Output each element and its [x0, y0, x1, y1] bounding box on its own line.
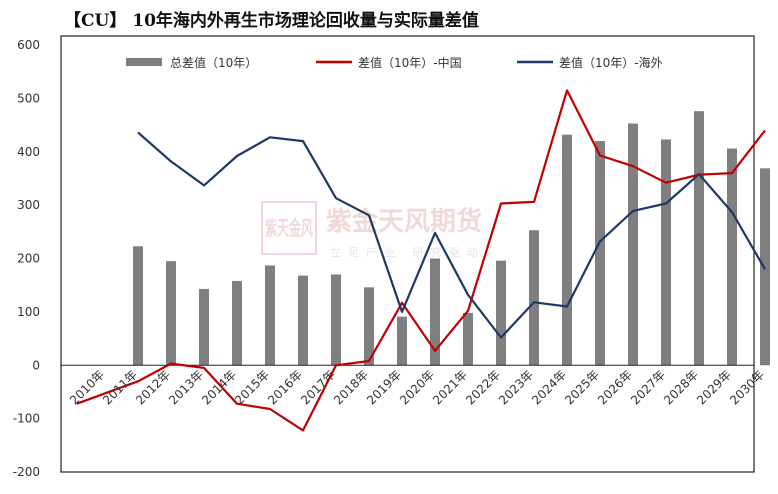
watermark-slogan: 立足产业 研究驱动 — [330, 245, 485, 259]
x-tick-label: 2015年 — [232, 367, 272, 407]
x-tick-label: 2029年 — [694, 367, 734, 407]
y-axis: -200 -100 0 100 200 300 400 500 600 — [13, 38, 40, 479]
y-tick-label: 300 — [17, 198, 40, 212]
y-tick-label: 200 — [17, 252, 40, 266]
bar-total — [166, 261, 176, 366]
bar-total — [331, 274, 341, 366]
bar-total — [727, 148, 737, 366]
bar-total — [694, 111, 704, 366]
x-tick-label: 2027年 — [628, 367, 668, 407]
bar-series-total — [133, 111, 770, 366]
x-tick-label: 2018年 — [331, 367, 371, 407]
bar-total — [628, 123, 638, 366]
legend-label-total: 总差值（10年） — [170, 55, 257, 70]
line-overseas — [137, 131, 766, 339]
chart-title: 【CU】 10年海内外再生市场理论回收量与实际量差值 — [64, 11, 479, 31]
bar-total — [298, 275, 308, 366]
bar-total — [232, 280, 242, 366]
x-tick-label: 2030年 — [727, 367, 767, 407]
line-china — [76, 89, 766, 432]
x-tick-label: 2010年 — [67, 367, 107, 407]
y-tick-label: 400 — [17, 145, 40, 159]
legend-label-china: 差值（10年）-中国 — [358, 55, 462, 70]
legend-swatch-total — [126, 58, 162, 66]
x-tick-label: 2022年 — [463, 367, 503, 407]
x-tick-label: 2025年 — [562, 367, 602, 407]
x-tick-label: 2024年 — [529, 367, 569, 407]
x-tick-label: 2020年 — [397, 367, 437, 407]
x-tick-label: 2011年 — [100, 367, 140, 407]
y-tick-label: -200 — [13, 465, 40, 479]
x-tick-label: 2013年 — [166, 367, 206, 407]
legend-label-overseas: 差值（10年）-海外 — [559, 55, 663, 70]
bar-total — [562, 134, 572, 366]
bar-total — [199, 288, 209, 366]
x-axis: 2010年2011年2012年2013年2014年2015年2016年2017年… — [67, 367, 767, 407]
y-tick-label: -100 — [13, 412, 40, 426]
bar-total — [364, 287, 374, 366]
line-series — [76, 89, 766, 432]
x-tick-label: 2026年 — [595, 367, 635, 407]
watermark-name: 紫金天风期货 — [326, 206, 482, 237]
x-tick-label: 2028年 — [661, 367, 701, 407]
x-tick-label: 2021年 — [430, 367, 470, 407]
watermark: 紫天金风 紫金天风期货 立足产业 研究驱动 — [261, 201, 485, 259]
bar-total — [133, 246, 143, 366]
bar-total — [463, 312, 473, 366]
y-tick-label: 600 — [17, 38, 40, 52]
plot-frame — [60, 35, 755, 473]
x-tick-label: 2014年 — [199, 367, 239, 407]
y-tick-label: 0 — [32, 358, 40, 372]
x-tick-label: 2016年 — [265, 367, 305, 407]
x-tick-label: 2019年 — [364, 367, 404, 407]
bar-total — [430, 258, 440, 366]
bar-total — [595, 141, 605, 366]
legend: 总差值（10年） 差值（10年）-中国 差值（10年）-海外 — [126, 55, 663, 70]
bar-total — [661, 139, 671, 366]
bar-total — [496, 260, 506, 366]
watermark-logo-text: 紫天金风 — [265, 216, 313, 240]
bar-total — [397, 316, 407, 366]
y-tick-label: 100 — [17, 305, 40, 319]
watermark-logo — [261, 201, 317, 255]
x-tick-label: 2023年 — [496, 367, 536, 407]
bar-total — [265, 265, 275, 366]
bar-total — [760, 168, 770, 366]
y-tick-label: 500 — [17, 91, 40, 105]
bar-total — [529, 230, 539, 366]
